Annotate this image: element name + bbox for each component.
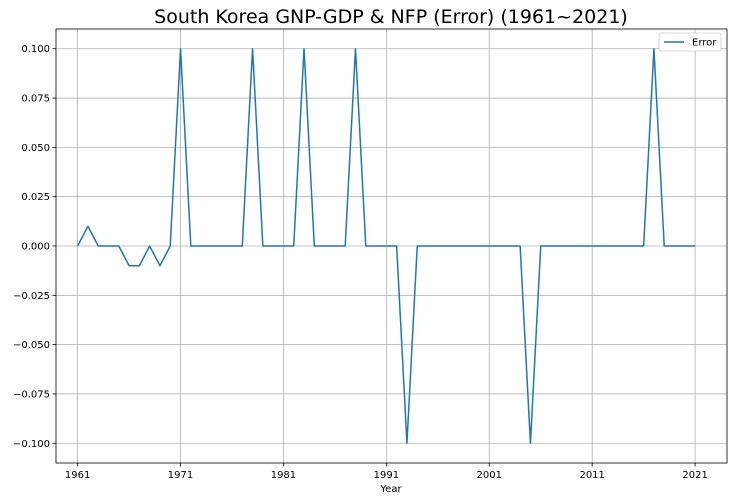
x-tick-label: 1971: [168, 470, 193, 481]
legend: Error: [658, 32, 722, 52]
series-line-error: [76, 47, 696, 445]
x-tick-label: 2001: [477, 470, 502, 481]
axis-ticks: 1961 1971 1981 1991 2001 2011 2021 0.100 0.075 0.…: [13, 44, 708, 481]
y-tick-label: −0.100: [13, 439, 50, 450]
data-series: [76, 47, 696, 445]
y-tick-label: −0.025: [13, 291, 50, 302]
x-axis-label: Year: [379, 484, 402, 495]
y-tick-label: 0.100: [21, 44, 50, 55]
y-tick-label: −0.050: [13, 340, 50, 351]
x-tick-label: 2011: [579, 470, 604, 481]
legend-box: [658, 32, 722, 52]
y-tick-label: −0.075: [13, 389, 50, 400]
x-tick-label: 1961: [65, 470, 90, 481]
legend-label-error: Error: [692, 38, 717, 49]
y-tick-label: 0.050: [21, 143, 50, 154]
x-tick-label: 1981: [271, 470, 296, 481]
y-tick-label: 0.000: [21, 242, 50, 253]
chart-title: South Korea GNP-GDP & NFP (Error) (1961~…: [154, 6, 628, 28]
y-tick-label: 0.025: [21, 192, 50, 203]
x-tick-label: 2021: [682, 470, 707, 481]
x-tick-label: 1991: [374, 470, 399, 481]
y-tick-label: 0.075: [21, 94, 50, 105]
